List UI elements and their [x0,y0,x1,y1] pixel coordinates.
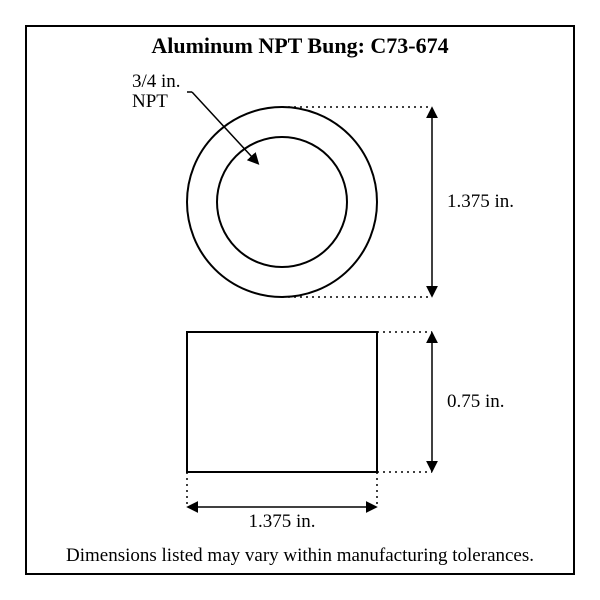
inner-bore-circle [217,137,347,267]
page: Aluminum NPT Bung: C73-674 [0,0,600,600]
label-width: 1.375 in. [248,511,315,532]
extension-lines-height [377,332,432,472]
drawing-canvas: 1.375 in. 0.75 in. 1.375 in. 3/4 in. NPT [27,27,573,573]
label-npt-line1: 3/4 in. [132,71,181,92]
drawing-frame: Aluminum NPT Bung: C73-674 [25,25,575,575]
extension-lines-width [187,472,377,507]
label-npt-line2: NPT [132,91,168,112]
top-view [187,107,377,297]
side-view-rect [187,332,377,472]
label-height: 0.75 in. [447,391,505,412]
drawing-footer: Dimensions listed may vary within manufa… [27,545,573,567]
label-outer-diameter: 1.375 in. [447,191,514,212]
